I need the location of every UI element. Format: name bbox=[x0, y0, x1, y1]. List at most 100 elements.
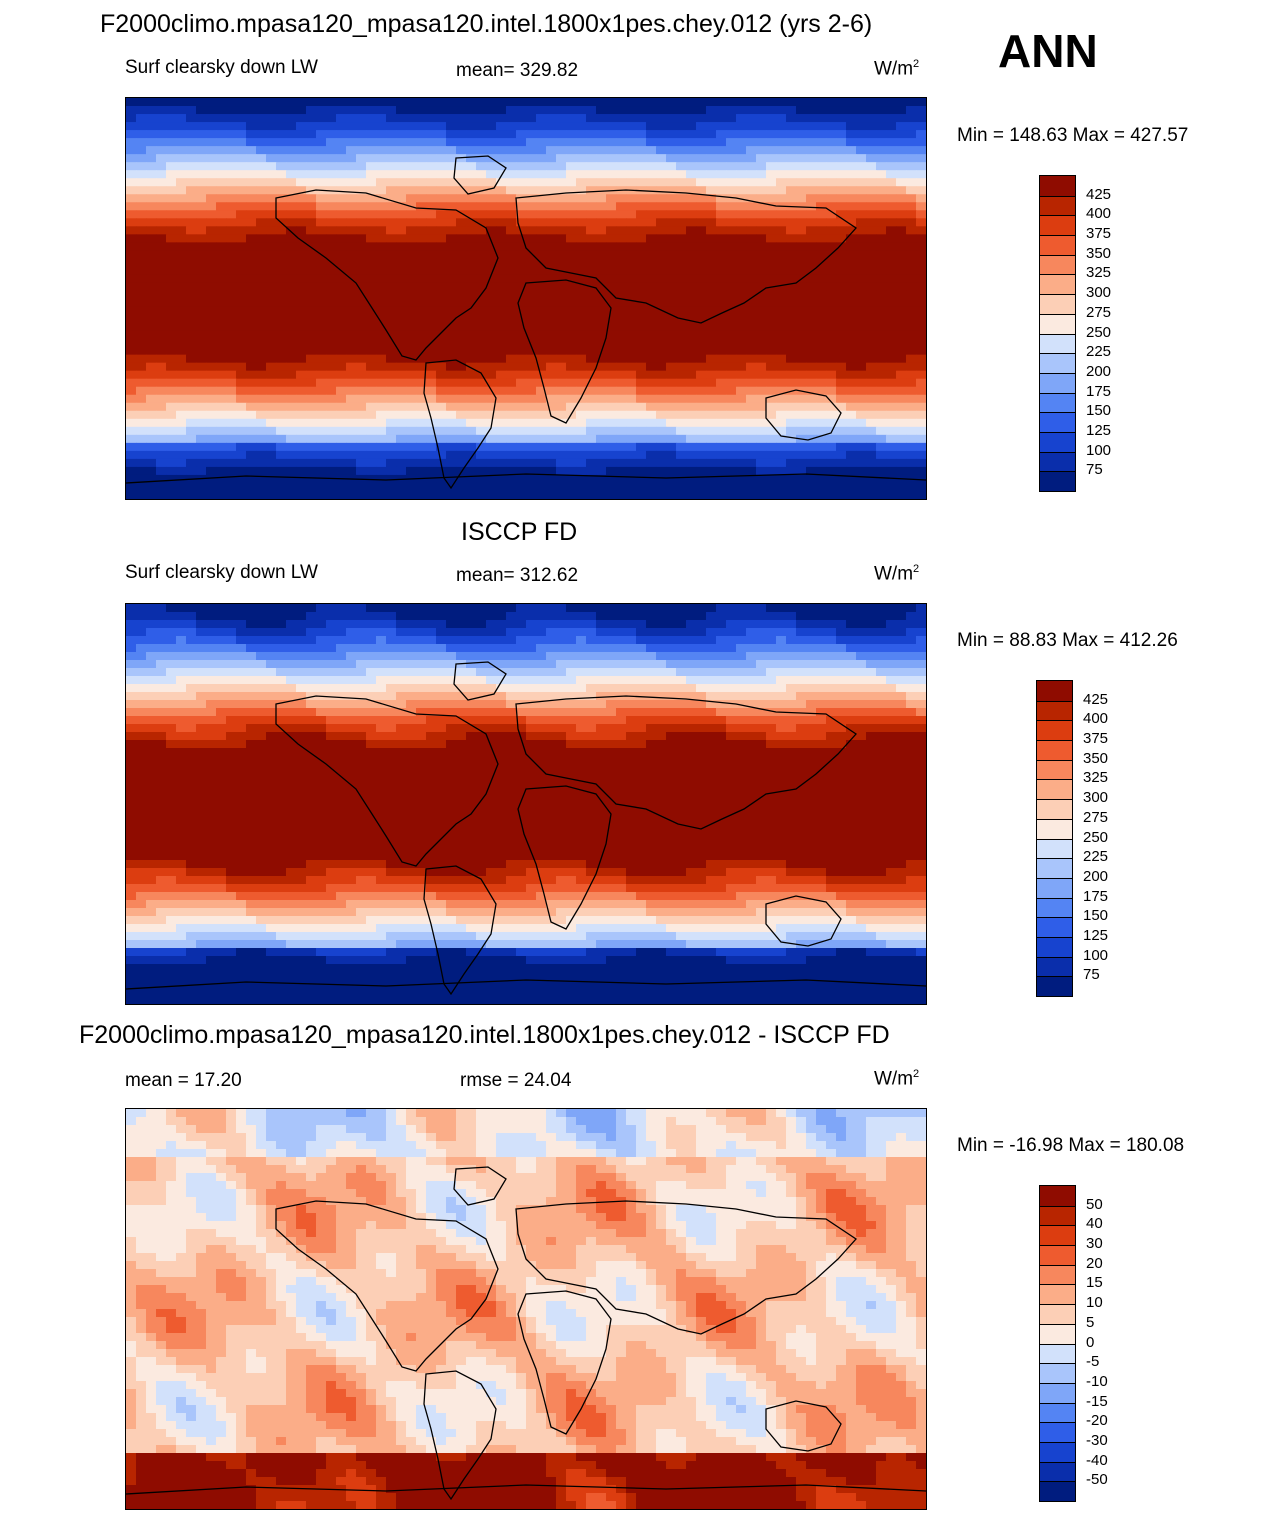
field-cell bbox=[466, 378, 477, 388]
field-cell bbox=[906, 652, 917, 661]
field-cell bbox=[766, 266, 777, 276]
field-cell bbox=[846, 362, 857, 372]
field-cell bbox=[166, 266, 177, 276]
field-cell bbox=[796, 620, 807, 629]
field-cell bbox=[796, 186, 807, 195]
field-cell bbox=[416, 154, 427, 163]
field-cell bbox=[436, 266, 447, 276]
field-cell bbox=[706, 290, 717, 300]
field-cell bbox=[376, 394, 387, 404]
field-cell bbox=[286, 306, 297, 316]
field-cell bbox=[716, 442, 727, 452]
field-cell bbox=[826, 620, 837, 629]
field-cell bbox=[206, 314, 217, 324]
field-cell bbox=[856, 170, 867, 179]
field-cell bbox=[356, 298, 367, 308]
field-cell bbox=[606, 306, 617, 316]
field-cell bbox=[206, 98, 217, 107]
field-cell bbox=[126, 274, 137, 284]
field-cell bbox=[136, 298, 147, 308]
field-cell bbox=[886, 210, 897, 219]
field-cell bbox=[666, 362, 677, 372]
field-cell bbox=[596, 250, 607, 259]
field-cell bbox=[876, 274, 887, 284]
field-cell bbox=[316, 202, 327, 211]
field-cell bbox=[566, 676, 577, 685]
field-cell bbox=[246, 226, 257, 235]
field-cell bbox=[396, 660, 407, 669]
field-cell bbox=[446, 426, 457, 436]
field-cell bbox=[686, 402, 697, 412]
field-cell bbox=[496, 130, 507, 139]
field-cell bbox=[316, 322, 327, 332]
field-cell bbox=[596, 106, 607, 115]
field-cell bbox=[636, 604, 647, 613]
field-cell bbox=[476, 636, 487, 645]
field-cell bbox=[296, 210, 307, 219]
field-cell bbox=[516, 274, 527, 284]
field-cell bbox=[806, 170, 817, 179]
field-cell bbox=[406, 250, 417, 259]
field-cell bbox=[256, 242, 267, 251]
field-cell bbox=[456, 154, 467, 163]
field-cell bbox=[356, 426, 367, 436]
field-cell bbox=[856, 676, 867, 685]
field-cell bbox=[156, 314, 167, 324]
field-cell bbox=[186, 170, 197, 179]
field-cell bbox=[316, 434, 327, 444]
field-cell bbox=[446, 250, 457, 259]
field-cell bbox=[776, 186, 787, 195]
field-cell bbox=[206, 426, 217, 436]
field-cell bbox=[206, 450, 217, 460]
field-cell bbox=[346, 426, 357, 436]
field-cell bbox=[326, 362, 337, 372]
field-cell bbox=[906, 684, 917, 693]
field-cell bbox=[156, 442, 167, 452]
field-cell bbox=[656, 394, 667, 404]
field-cell bbox=[866, 194, 877, 203]
field-cell bbox=[176, 354, 187, 364]
field-cell bbox=[606, 282, 617, 292]
field-cell bbox=[346, 258, 357, 268]
field-cell bbox=[646, 458, 657, 468]
field-cell bbox=[396, 322, 407, 332]
field-cell bbox=[646, 298, 657, 308]
field-cell bbox=[226, 138, 237, 147]
field-cell bbox=[186, 668, 197, 677]
field-cell bbox=[486, 394, 497, 404]
field-cell bbox=[286, 378, 297, 388]
field-cell bbox=[196, 426, 207, 436]
field-cell bbox=[876, 170, 887, 179]
field-cell bbox=[156, 250, 167, 259]
field-cell bbox=[506, 394, 517, 404]
field-cell bbox=[636, 98, 647, 107]
field-cell bbox=[156, 418, 167, 428]
field-cell bbox=[626, 418, 637, 428]
field-cell bbox=[316, 194, 327, 203]
field-cell bbox=[506, 202, 517, 211]
field-cell bbox=[616, 394, 627, 404]
field-cell bbox=[356, 322, 367, 332]
field-cell bbox=[386, 298, 397, 308]
field-cell bbox=[146, 636, 157, 645]
field-cell bbox=[906, 282, 917, 292]
field-cell bbox=[226, 306, 237, 316]
field-cell bbox=[696, 644, 707, 653]
field-cell bbox=[506, 684, 517, 693]
field-cell bbox=[416, 234, 427, 243]
field-cell bbox=[696, 106, 707, 115]
field-cell bbox=[156, 274, 167, 284]
field-cell bbox=[616, 410, 627, 420]
field-cell bbox=[746, 354, 757, 364]
field-cell bbox=[536, 620, 547, 629]
field-cell bbox=[666, 466, 677, 476]
field-cell bbox=[506, 130, 517, 139]
field-cell bbox=[896, 362, 907, 372]
field-cell bbox=[726, 378, 737, 388]
field-cell bbox=[526, 394, 537, 404]
field-cell bbox=[606, 354, 617, 364]
field-cell bbox=[366, 330, 377, 340]
field-cell bbox=[776, 338, 787, 348]
field-cell bbox=[596, 298, 607, 308]
field-cell bbox=[236, 202, 247, 211]
